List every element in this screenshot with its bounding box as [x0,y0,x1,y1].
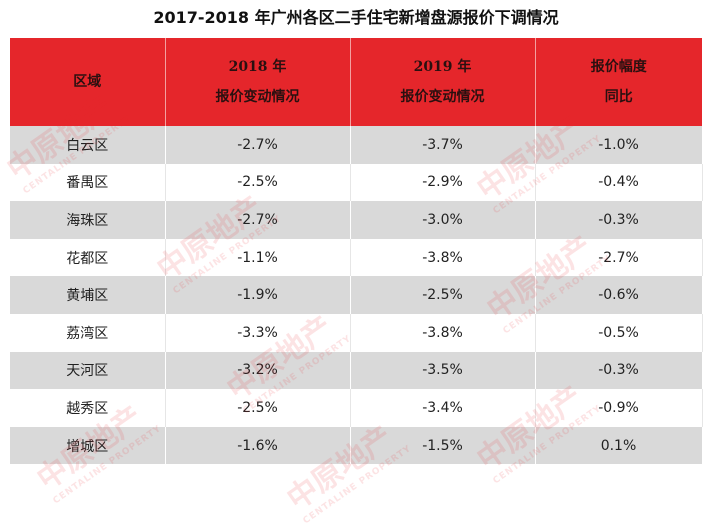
value-cell: -3.4% [350,389,536,427]
value-cell: -3.2% [165,351,351,390]
district-cell: 海珠区 [10,201,166,239]
header-line: 2019 年 [413,59,472,75]
header-cell: 报价幅度 同比 [535,38,702,126]
value-cell: -1.0% [535,126,703,164]
value-cell: -1.9% [165,276,351,314]
value-cell: -2.9% [350,163,536,202]
value-cell: -2.7% [165,126,351,164]
table-row: 越秀区 -2.5% -3.4% -0.9% [10,389,703,427]
value-cell: -2.5% [350,276,536,314]
table-row: 荔湾区 -3.3% -3.8% -0.5% [10,313,703,352]
district-cell: 越秀区 [10,389,166,427]
district-cell: 天河区 [10,351,166,390]
table-row: 白云区 -2.7% -3.7% -1.0% [10,126,703,164]
value-cell: -3.0% [350,201,536,239]
value-cell: -0.3% [535,351,703,390]
header-line: 2018 年 [228,59,287,75]
header-line: 区域 [73,74,102,90]
value-cell: -3.8% [350,313,536,352]
value-cell: -2.7% [535,238,703,277]
header-line: 同比 [604,89,633,105]
district-cell: 增城区 [10,426,166,465]
district-cell: 白云区 [10,126,166,164]
table-row: 花都区 -1.1% -3.8% -2.7% [10,238,703,277]
header-line: 报价变动情况 [215,89,300,105]
table-row: 海珠区 -2.7% -3.0% -0.3% [10,201,703,239]
value-cell: -1.1% [165,238,351,277]
value-cell: -3.5% [350,351,536,390]
table-row: 天河区 -3.2% -3.5% -0.3% [10,351,703,390]
value-cell: -1.5% [350,426,536,465]
header-cell: 区域 [10,38,166,126]
value-cell: -3.3% [165,313,351,352]
header-cell: 2018 年报价变动情况 [165,38,351,126]
header-cell: 2019 年报价变动情况 [350,38,536,126]
table-body: 白云区 -2.7% -3.7% -1.0% 番禺区 -2.5% -2.9% -0.4% 海珠区 -… [10,126,703,465]
title: 2017-2018 年广州各区二手住宅新增盘源报价下调情况 [153,8,559,27]
value-cell: -0.3% [535,201,703,239]
price-table: 区域 2018 年报价变动情况 2019 年报价变动情况 报价幅度 同比 白云区 -2.7… [10,38,703,465]
district-cell: 花都区 [10,238,166,277]
table-row: 黄埔区 -1.9% -2.5% -0.6% [10,276,703,314]
value-cell: -3.7% [350,126,536,164]
header-line: 报价变动情况 [400,89,485,105]
value-cell: -0.6% [535,276,703,314]
header-line: 报价幅度 [590,59,647,75]
header-row: 区域 2018 年报价变动情况 2019 年报价变动情况 报价幅度 同比 [10,38,702,126]
value-cell: 0.1% [535,426,703,465]
value-cell: -0.4% [535,163,703,202]
district-cell: 荔湾区 [10,313,166,352]
value-cell: -2.7% [165,201,351,239]
table-row: 增城区 -1.6% -1.5% 0.1% [10,426,703,465]
district-cell: 黄埔区 [10,276,166,314]
district-cell: 番禺区 [10,163,166,202]
table-row: 番禺区 -2.5% -2.9% -0.4% [10,163,703,202]
page: 2017-2018 年广州各区二手住宅新增盘源报价下调情况 区域 2018 年报价… [0,8,703,526]
value-cell: -1.6% [165,426,351,465]
value-cell: -3.8% [350,238,536,277]
value-cell: -2.5% [165,163,351,202]
value-cell: -2.5% [165,389,351,427]
value-cell: -0.9% [535,389,703,427]
value-cell: -0.5% [535,313,703,352]
